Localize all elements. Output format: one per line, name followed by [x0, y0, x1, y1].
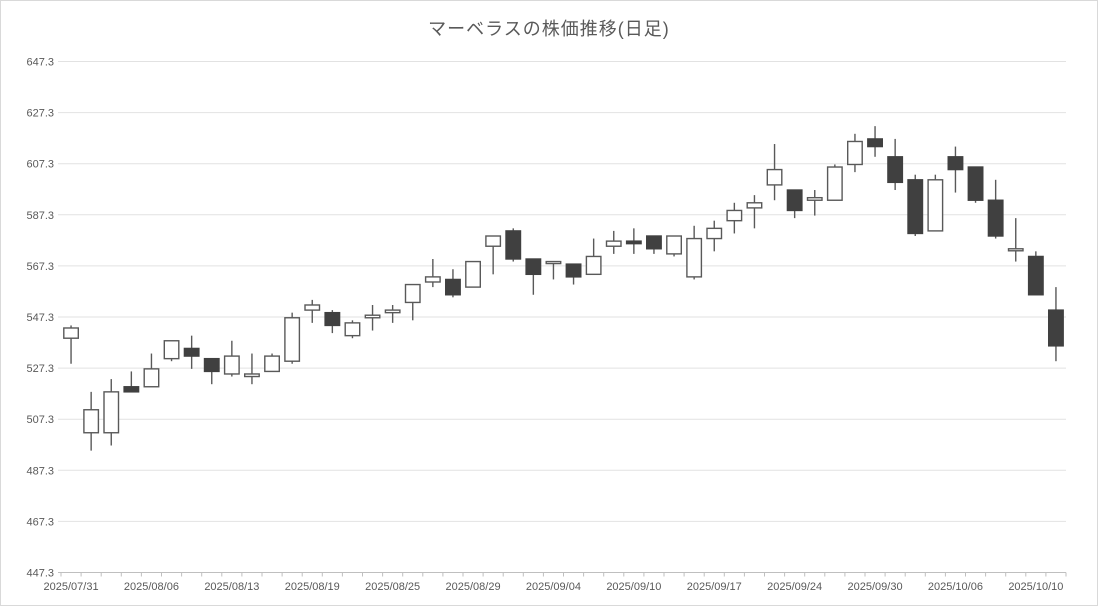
candle-body-up	[304, 304, 321, 311]
y-axis-label: 467.3	[26, 516, 54, 528]
x-axis-label: 2025/08/25	[365, 581, 420, 593]
x-axis-label: 2025/10/06	[928, 581, 983, 593]
candle-body-up	[585, 255, 602, 276]
candle-body-up	[726, 209, 743, 222]
candle-body-up	[746, 202, 763, 209]
y-axis-label: 607.3	[26, 159, 54, 171]
candle-body-down	[987, 199, 1004, 237]
candle-body-up	[1007, 248, 1024, 252]
y-axis-label: 567.3	[26, 261, 54, 273]
candle-body-up	[223, 355, 240, 375]
candle-body-up	[706, 227, 723, 240]
candle-body-down	[646, 235, 662, 250]
candle-body-up	[384, 309, 401, 314]
x-axis-label: 2025/09/04	[526, 581, 581, 593]
x-axis-label: 2025/09/24	[767, 581, 822, 593]
y-axis-label: 527.3	[26, 363, 54, 375]
y-axis-label: 507.3	[26, 414, 54, 426]
candle-body-down	[907, 179, 924, 235]
candle-body-down	[183, 347, 200, 357]
candle-body-down	[505, 230, 522, 260]
candle-body-up	[847, 140, 863, 166]
candle-body-down	[123, 386, 140, 393]
y-axis-label: 447.3	[26, 568, 54, 580]
candle-body-up	[364, 314, 381, 319]
x-axis-label: 2025/07/31	[44, 581, 99, 593]
y-axis-label: 647.3	[26, 57, 54, 69]
candle-body-down	[525, 258, 542, 276]
candle-body-down	[967, 166, 984, 201]
x-axis-label: 2025/08/13	[204, 581, 259, 593]
candle-body-up	[826, 166, 843, 201]
candle-body-down	[786, 189, 803, 212]
candle-body-up	[766, 168, 783, 186]
x-axis-label: 2025/10/10	[1008, 581, 1063, 593]
candle-body-down	[324, 311, 341, 327]
x-axis-label: 2025/08/29	[446, 581, 501, 593]
candle-body-up	[163, 340, 180, 360]
candle-body-up	[465, 260, 481, 288]
candle-body-up	[666, 235, 682, 255]
candle-body-up	[344, 322, 361, 337]
y-axis-label: 587.3	[26, 210, 54, 222]
candle-body-up	[103, 391, 120, 434]
candle-body-down	[565, 263, 582, 278]
candle-body-down	[445, 278, 461, 296]
x-axis-label: 2025/08/19	[285, 581, 340, 593]
candle-body-down	[887, 156, 904, 184]
candle-body-up	[243, 373, 260, 378]
candle-body-down	[625, 240, 642, 245]
candle-body-up	[83, 409, 100, 434]
candle-body-up	[63, 327, 79, 339]
candle-body-up	[605, 240, 622, 247]
candle-body-up	[485, 235, 502, 247]
x-axis-label: 2025/09/17	[687, 581, 742, 593]
x-axis-label: 2025/09/30	[848, 581, 903, 593]
y-axis-label: 627.3	[26, 108, 54, 120]
candle-body-up	[143, 368, 160, 388]
candle-body-up	[806, 196, 823, 201]
x-axis-label: 2025/08/06	[124, 581, 179, 593]
y-axis-label: 487.3	[26, 465, 54, 477]
candle-body-up	[404, 283, 421, 304]
x-axis-label: 2025/09/10	[606, 581, 661, 593]
candle-body-up	[284, 317, 301, 362]
candle-body-up	[424, 276, 441, 283]
candle-body-up	[545, 260, 562, 265]
candle-body-up	[927, 179, 944, 232]
candle-body-up	[686, 237, 703, 278]
candle-body-down	[867, 138, 883, 148]
candle-body-up	[264, 355, 280, 373]
candle-body-down	[1047, 309, 1064, 347]
candle-body-down	[1027, 255, 1044, 296]
candle-body-down	[947, 156, 964, 171]
y-axis-label: 547.3	[26, 312, 54, 324]
candle-body-down	[203, 357, 220, 373]
